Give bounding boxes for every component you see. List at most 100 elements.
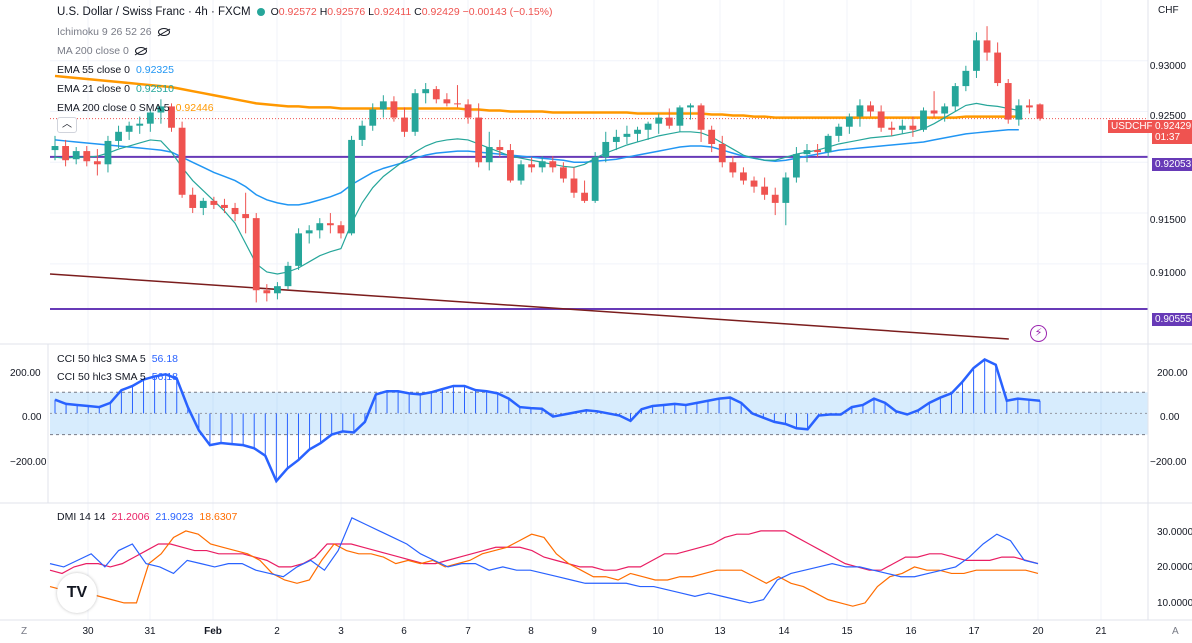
time-tick: 13 (714, 626, 726, 637)
symbol-title[interactable]: U.S. Dollar / Swiss Franc · 4h · FXCM (57, 6, 251, 18)
time-tick: 15 (841, 626, 853, 637)
candle-body (178, 127, 186, 195)
cci-band-fill (50, 392, 1148, 435)
candle-body (274, 286, 281, 294)
candle-body (803, 150, 811, 155)
indicator-ema200[interactable]: EMA 200 close 0 SMA 5 0.92446 (57, 102, 214, 114)
candle-body (634, 129, 641, 134)
time-tick: Feb (204, 626, 222, 637)
cci-axis-right: 200.00 (1157, 368, 1188, 379)
candle-body (528, 164, 536, 168)
candle-body (210, 200, 218, 205)
candle-body (390, 101, 398, 118)
candle-body (782, 177, 790, 203)
candle-body (422, 89, 430, 94)
time-tick: 10 (652, 626, 664, 637)
candle-body (136, 123, 144, 126)
candle-body (898, 125, 906, 130)
candle-body (326, 223, 334, 226)
candle-body (771, 194, 779, 203)
candle-body (559, 167, 567, 179)
price-tick: 0.91000 (1149, 268, 1186, 279)
adx-line (49, 517, 1039, 604)
candlestick-series (51, 26, 1044, 303)
zoom-toggle[interactable]: Z (21, 626, 28, 637)
auto-scale-toggle[interactable]: A (1172, 626, 1179, 637)
candle-body (51, 146, 59, 151)
candle-body (115, 131, 122, 141)
candle-body (157, 106, 165, 113)
time-tick: 9 (591, 626, 597, 637)
cci-legend-1[interactable]: CCI 50 hlc3 SMA 5 56.18 (57, 353, 178, 365)
collapse-legend-button[interactable]: ︿ (57, 117, 77, 133)
indicator-ichimoku[interactable]: Ichimoku 9 26 52 26 (57, 26, 170, 38)
candle-body (591, 157, 599, 201)
cci-axis-left: −200.00 (10, 457, 47, 468)
cci-axis-left: 0.00 (22, 412, 42, 423)
cci-band (50, 391, 1148, 436)
candle-body (930, 110, 938, 114)
hidden-eye-icon[interactable] (157, 28, 170, 36)
candle-body (750, 180, 758, 187)
dmi-axis: 30.0000 (1157, 527, 1192, 538)
candle-body (697, 105, 705, 130)
candle-body (983, 40, 991, 53)
price-tick: 0.93000 (1149, 61, 1186, 72)
candle-body (549, 161, 557, 168)
candle-body (835, 126, 843, 136)
candle-body (263, 290, 271, 294)
candle-body (337, 225, 345, 234)
candle-body (83, 151, 91, 162)
time-tick: 2 (274, 626, 280, 637)
candle-body (62, 146, 69, 161)
tradingview-logo[interactable]: TV (57, 573, 97, 613)
candle-body (718, 143, 726, 163)
last-price-tag: 0.92429 01:37 (1152, 120, 1192, 144)
lightning-icon[interactable]: ⚡ (1030, 325, 1047, 342)
price-change: −0.00143 (−0.15%) (462, 6, 553, 18)
candle-body (72, 151, 80, 160)
candle-body (729, 162, 737, 173)
candle-body (920, 110, 927, 130)
candle-body (432, 89, 440, 100)
dmi-axis: 10.0000 (1157, 598, 1192, 609)
candle-body (867, 105, 874, 112)
candle-body (189, 194, 197, 208)
indicator-ema21[interactable]: EMA 21 close 0 0.92510 (57, 83, 174, 95)
hidden-eye-icon[interactable] (134, 47, 147, 55)
candle-body (740, 172, 747, 181)
time-tick: 16 (905, 626, 917, 637)
candle-body (814, 150, 821, 153)
candle-body (517, 164, 525, 181)
time-tick: 7 (465, 626, 471, 637)
candle-body (1004, 83, 1012, 120)
candle-body (538, 161, 546, 168)
dmi-legend[interactable]: DMI 14 14 21.2006 21.9023 18.6307 (57, 511, 238, 523)
candle-body (941, 106, 949, 114)
candle-body (369, 109, 377, 126)
candle-body (951, 86, 959, 107)
candle-body (104, 140, 112, 165)
candle-body (348, 139, 355, 234)
price-tick: 0.92500 (1149, 111, 1186, 122)
candle-body (93, 161, 101, 165)
candle-body (877, 111, 885, 128)
candle-body (231, 207, 239, 215)
cci-legend-2[interactable]: CCI 50 hlc3 SMA 5 56.18 (57, 371, 178, 383)
candle-body (443, 99, 451, 104)
candle-body (199, 200, 207, 208)
indicator-ema55[interactable]: EMA 55 close 0 0.92325 (57, 64, 174, 76)
candle-body (994, 52, 1002, 84)
time-tick: 30 (82, 626, 94, 637)
indicator-ma200[interactable]: MA 200 close 0 (57, 45, 147, 57)
candle-body (496, 147, 504, 151)
trend-line (49, 273, 1009, 340)
dmi-series (49, 517, 1039, 607)
symbol-price-tag: USDCHF (1108, 120, 1156, 133)
cci-axis-right: −200.00 (1150, 457, 1187, 468)
price-tick: 0.91500 (1149, 215, 1186, 226)
candle-body (623, 133, 631, 137)
candle-body (284, 265, 292, 287)
candle-body (1026, 105, 1033, 108)
